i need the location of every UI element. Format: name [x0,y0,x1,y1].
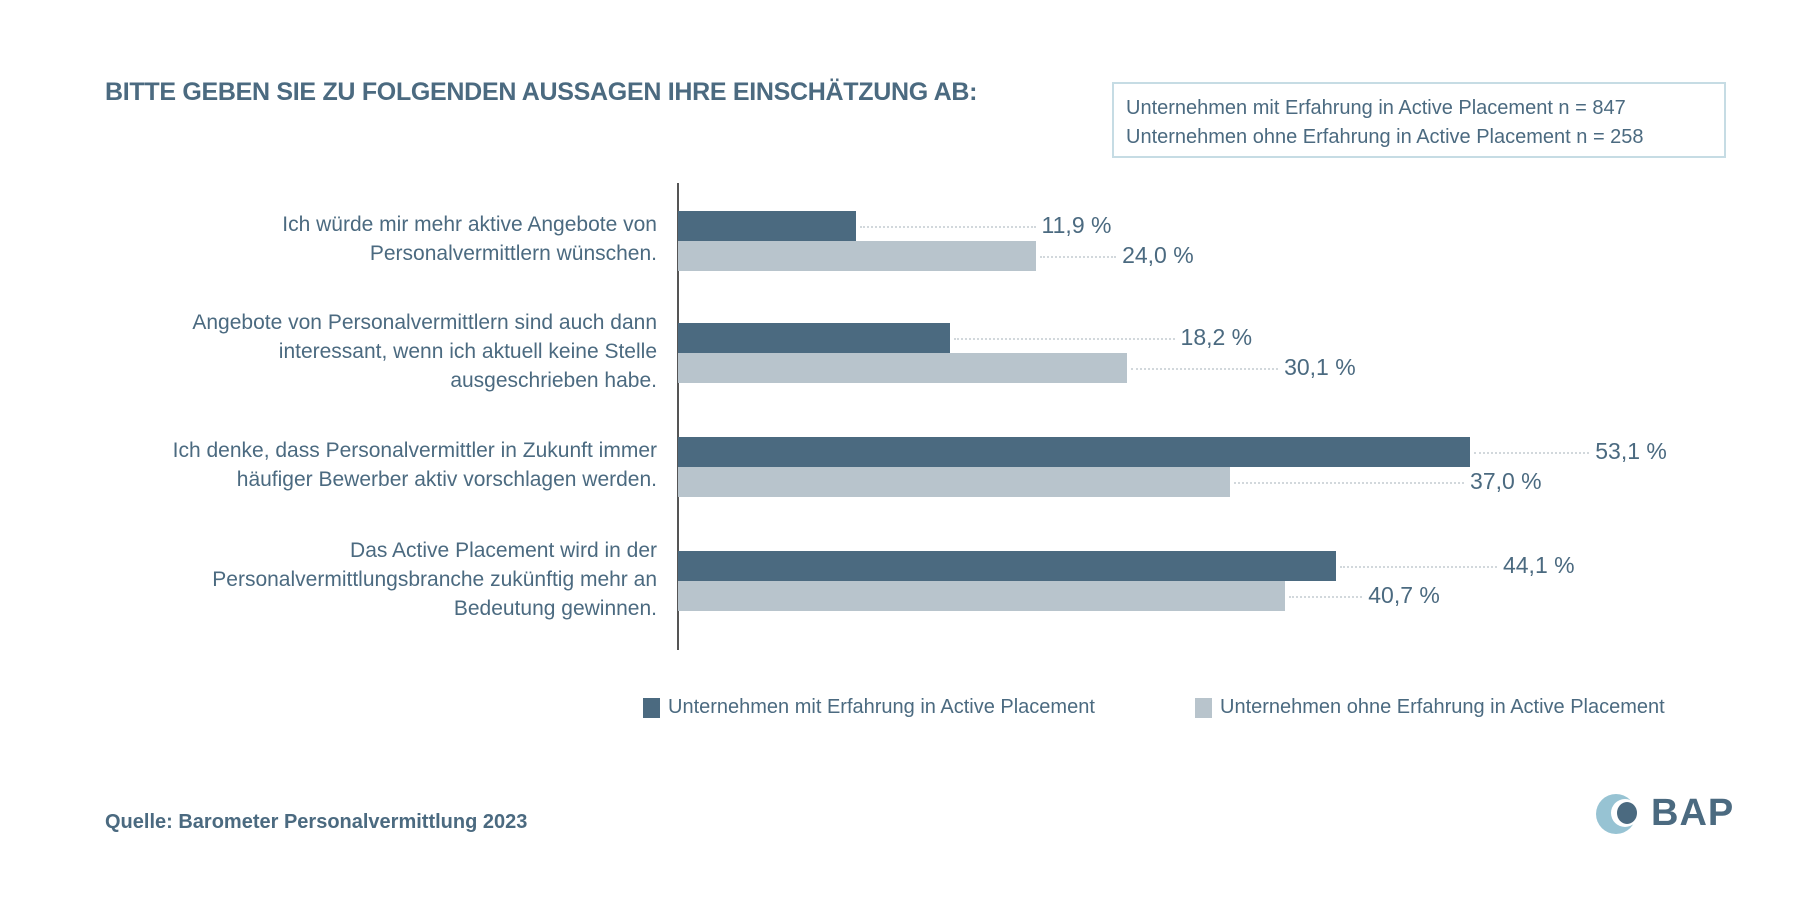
data-label: 44,1 % [1502,552,1575,578]
category-label-line: Personalvermittlern wünschen. [369,242,657,265]
category-label-line: Ich würde mir mehr aktive Angebote von [282,213,657,236]
bar-without-experience [678,581,1286,611]
bar-with-experience [678,551,1336,581]
legend-swatch-dark [643,697,660,718]
bar-without-experience [678,467,1231,497]
value-leader-line [1289,596,1363,598]
data-label: 24,0 % [1122,242,1194,268]
category-label-line: Personalvermittlungsbranche zukünftig me… [212,567,657,591]
data-label: 53,1 % [1595,438,1667,464]
data-label: 18,2 % [1180,324,1253,350]
bap-logo: BAP [1595,792,1734,835]
category-label-line: Das Active Placement wird in der [350,538,657,562]
category-label-line: ausgeschrieben habe. [450,368,657,392]
category-label-line: Angebote von Personalvermittlern sind au… [192,310,657,334]
bar-with-experience [678,323,950,353]
value-leader-line [1234,482,1465,484]
category-label: Ich würde mir mehr aktive Angebote von Pe… [282,210,657,268]
source-note: Quelle: Barometer Personalvermittlung 20… [105,811,528,833]
sample-size-line-1: Unternehmen mit Erfahrung in Active Plac… [1126,97,1626,119]
legend-item-with-experience: Unternehmen mit Erfahrung in Active Plac… [643,696,1095,719]
value-leader-line [1131,368,1279,370]
data-label: 40,7 % [1368,582,1440,608]
data-label: 11,9 % [1041,212,1112,238]
legend-label: Unternehmen ohne Erfahrung in Active Pla… [1220,696,1665,718]
data-label: 30,1 % [1284,354,1356,380]
value-leader-line [1474,452,1590,454]
category-label-line: Bedeutung gewinnen. [453,596,657,620]
category-label-line: Ich denke, dass Personalvermittler in Zu… [172,439,657,462]
bar-with-experience [678,211,856,241]
value-leader-line [1339,566,1497,568]
value-leader-line [859,226,1036,228]
data-label: 37,0 % [1470,468,1542,494]
legend-label: Unternehmen mit Erfahrung in Active Plac… [668,696,1095,718]
category-label: Angebote von Personalvermittlern sind au… [192,308,657,395]
sample-size-box: Unternehmen mit Erfahrung in Active Plac… [1112,82,1726,158]
legend-item-without-experience: Unternehmen ohne Erfahrung in Active Pla… [1195,696,1665,719]
bar-without-experience [678,241,1037,271]
bar-without-experience [678,353,1128,383]
sample-size-line-2: Unternehmen ohne Erfahrung in Active Pla… [1126,126,1644,148]
chart-title: BITTE GEBEN SIE ZU FOLGENDEN AUSSAGEN IH… [105,78,978,106]
category-label: Ich denke, dass Personalvermittler in Zu… [173,436,657,494]
bap-logo-text: BAP [1651,792,1735,834]
category-axis-line [677,183,679,650]
legend-swatch-light [1195,697,1212,718]
category-label: Das Active Placement wird in der Personal… [212,536,657,623]
category-label-line: häufiger Bewerber aktiv vorschlagen werd… [236,468,657,491]
value-leader-line [953,338,1175,340]
category-label-line: interessant, wenn ich aktuell keine Stel… [278,339,657,363]
value-leader-line [1040,256,1117,258]
bap-logo-icon [1596,793,1639,834]
bar-with-experience [678,437,1471,467]
